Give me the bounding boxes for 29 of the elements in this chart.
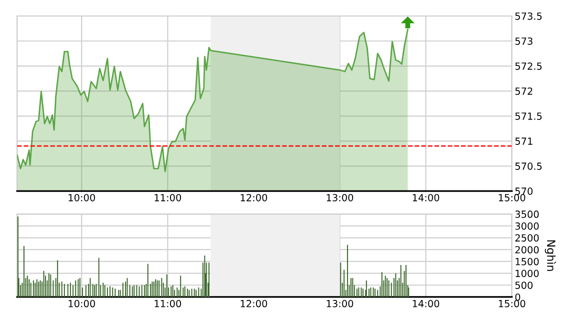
y-tick-label: 2500 xyxy=(515,234,539,242)
x-tick-label: 15:00 xyxy=(498,300,526,308)
x-tick-label: 13:00 xyxy=(326,300,354,308)
x-tick-label: 10:00 xyxy=(68,300,95,308)
y-tick-label: 2000 xyxy=(515,246,539,254)
y-tick-label: 572 xyxy=(515,87,532,95)
y-tick-label: 571 xyxy=(515,138,532,145)
y-tick-label: 500 xyxy=(515,282,533,289)
y-tick-label: 0 xyxy=(515,293,520,301)
x-tick-label: 11:00 xyxy=(154,300,182,308)
x-tick-label: 14:00 xyxy=(412,300,440,308)
y-tick-label: 1000 xyxy=(516,270,539,278)
y-axis-title: Nghìn xyxy=(544,240,556,271)
x-tick-label: 10:00 xyxy=(68,194,95,202)
y-tick-label: 573 xyxy=(515,37,532,45)
y-tick-label: 3500 xyxy=(515,210,539,218)
y-tick-label: 570.5 xyxy=(515,162,542,170)
x-tick-label: 12:00 xyxy=(240,194,268,202)
x-tick-label: 13:00 xyxy=(326,194,354,202)
y-tick-label: 3000 xyxy=(515,222,539,230)
x-tick-label: 12:00 xyxy=(240,300,268,308)
y-tick-label: 571.5 xyxy=(515,112,542,120)
y-tick-label: 570 xyxy=(515,188,533,195)
y-tick-label: 1500 xyxy=(516,258,539,266)
x-tick-label: 15:00 xyxy=(498,194,526,202)
x-tick-label: 14:00 xyxy=(412,194,440,202)
y-tick-label: 572.5 xyxy=(515,62,542,70)
y-tick-label: 573.5 xyxy=(515,12,542,20)
x-tick-label: 11:00 xyxy=(154,194,182,202)
